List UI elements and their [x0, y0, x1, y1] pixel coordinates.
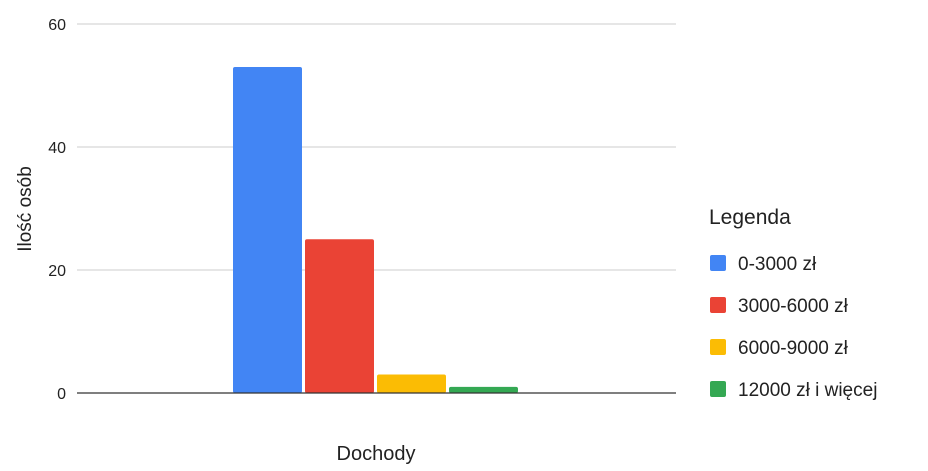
legend-label-3: 6000-9000 zł — [738, 338, 849, 359]
legend-label-4: 12000 zł i więcej — [738, 380, 877, 401]
bar-2 — [305, 239, 374, 393]
bar-4 — [449, 386, 518, 393]
bars — [233, 67, 518, 394]
legend: 0-3000 zł 3000-6000 zł 6000-9000 zł 12000 z… — [710, 254, 877, 401]
legend-title: Legenda — [709, 206, 791, 229]
y-axis-label: Ilość osób — [15, 166, 36, 252]
legend-swatch-1 — [710, 255, 726, 271]
y-tick-label: 60 — [48, 17, 66, 34]
y-tick-labels: 0 20 40 60 — [48, 17, 66, 403]
y-tick-label: 40 — [48, 140, 66, 157]
y-tick-label: 0 — [57, 386, 66, 403]
legend-label-1: 0-3000 zł — [738, 254, 817, 275]
legend-swatch-3 — [710, 339, 726, 355]
x-axis-label: Dochody — [337, 443, 416, 465]
gridlines — [77, 23, 676, 271]
y-tick-label: 20 — [48, 263, 66, 280]
legend-swatch-4 — [710, 381, 726, 397]
bar-3 — [377, 374, 446, 393]
bar-1 — [233, 67, 302, 394]
legend-label-2: 3000-6000 zł — [738, 296, 849, 317]
legend-swatch-2 — [710, 297, 726, 313]
